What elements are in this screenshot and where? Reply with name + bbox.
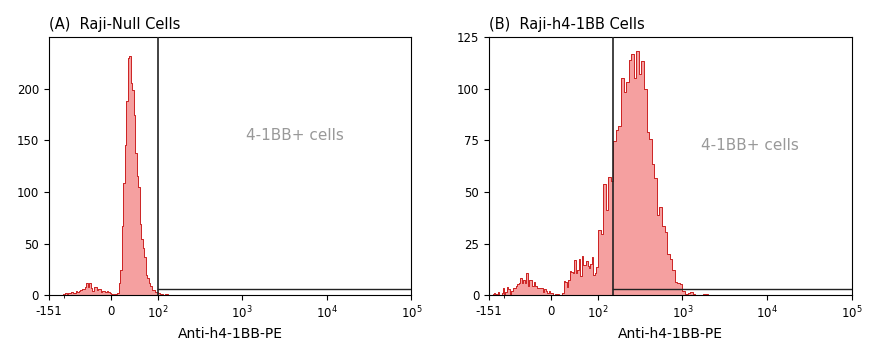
Text: 4-1BB+ cells: 4-1BB+ cells bbox=[701, 138, 798, 153]
X-axis label: Anti-h4-1BB-PE: Anti-h4-1BB-PE bbox=[617, 327, 722, 341]
Text: (A)  Raji-Null Cells: (A) Raji-Null Cells bbox=[48, 17, 180, 32]
Text: 4-1BB+ cells: 4-1BB+ cells bbox=[246, 128, 344, 143]
Text: (B)  Raji-h4-1BB Cells: (B) Raji-h4-1BB Cells bbox=[488, 17, 644, 32]
X-axis label: Anti-h4-1BB-PE: Anti-h4-1BB-PE bbox=[177, 327, 282, 341]
